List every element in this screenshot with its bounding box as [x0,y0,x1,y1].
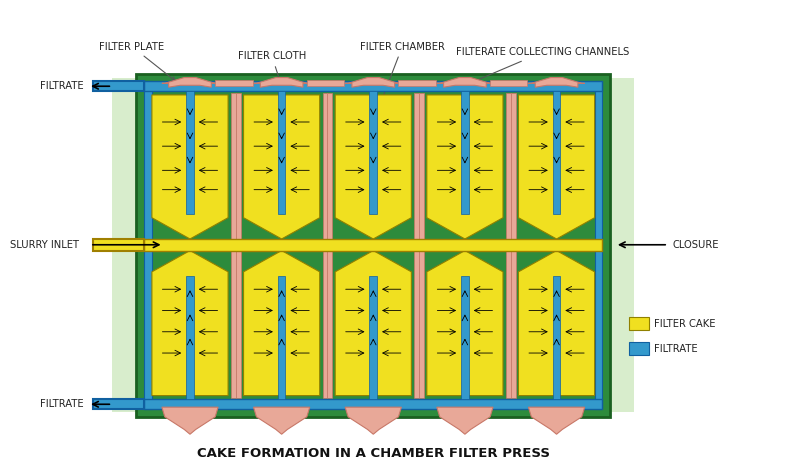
Bar [236,93,241,397]
Text: FILTERATE COLLECTING CHANNELS: FILTERATE COLLECTING CHANNELS [456,48,629,84]
Bar [553,276,561,399]
Text: FILTRATE: FILTRATE [40,399,83,409]
Bar [278,276,286,399]
Polygon shape [254,407,310,434]
Bar [231,93,236,397]
Bar [144,81,152,409]
Bar [461,276,469,399]
Bar [278,91,286,214]
Text: CAKE FORMATION IN A CHAMBER FILTER PRESS: CAKE FORMATION IN A CHAMBER FILTER PRESS [197,447,550,460]
Bar [144,239,602,250]
Bar [370,276,377,399]
Polygon shape [243,250,320,396]
Polygon shape [335,250,411,396]
Polygon shape [345,407,402,434]
Polygon shape [529,407,585,434]
Polygon shape [162,78,218,87]
Text: SLURRY INLET: SLURRY INLET [10,240,79,250]
Polygon shape [243,95,320,239]
Polygon shape [427,95,503,239]
Bar [93,81,144,91]
Polygon shape [437,407,493,434]
Polygon shape [437,78,493,87]
Polygon shape [162,407,218,434]
Polygon shape [335,95,411,239]
Bar [144,81,602,91]
Bar [93,239,144,250]
Bar [144,93,149,397]
Bar [553,91,561,214]
Bar [327,93,332,397]
Bar [510,93,515,397]
Bar [419,93,424,397]
Text: FILTER CHAMBER: FILTER CHAMBER [360,41,445,118]
Bar [594,81,602,409]
Bar [137,74,610,417]
Polygon shape [152,95,228,239]
Bar [112,79,634,412]
Bar [490,80,527,86]
Bar [398,80,436,86]
Polygon shape [254,78,310,87]
Bar [186,91,194,214]
Text: FILTRATE: FILTRATE [654,344,698,354]
Bar [370,91,377,214]
Polygon shape [345,78,402,87]
Polygon shape [427,250,503,396]
Text: FILTER PLATE: FILTER PLATE [99,41,175,81]
Polygon shape [518,250,594,396]
Bar [506,93,510,397]
Bar [307,80,344,86]
Bar [598,93,602,397]
Polygon shape [518,95,594,239]
Bar [461,91,469,214]
Bar [630,317,649,330]
Text: FILTER CAKE: FILTER CAKE [654,318,715,328]
Polygon shape [529,78,585,87]
Polygon shape [152,250,228,396]
Bar [186,276,194,399]
Bar [144,399,602,409]
Text: CLOSURE: CLOSURE [673,240,719,250]
Text: FILTRATE: FILTRATE [40,81,83,91]
Bar [414,93,419,397]
Text: FILTER CLOTH: FILTER CLOTH [238,51,306,82]
Bar [630,342,649,355]
Bar [215,80,253,86]
Bar [322,93,327,397]
Bar [93,399,144,409]
